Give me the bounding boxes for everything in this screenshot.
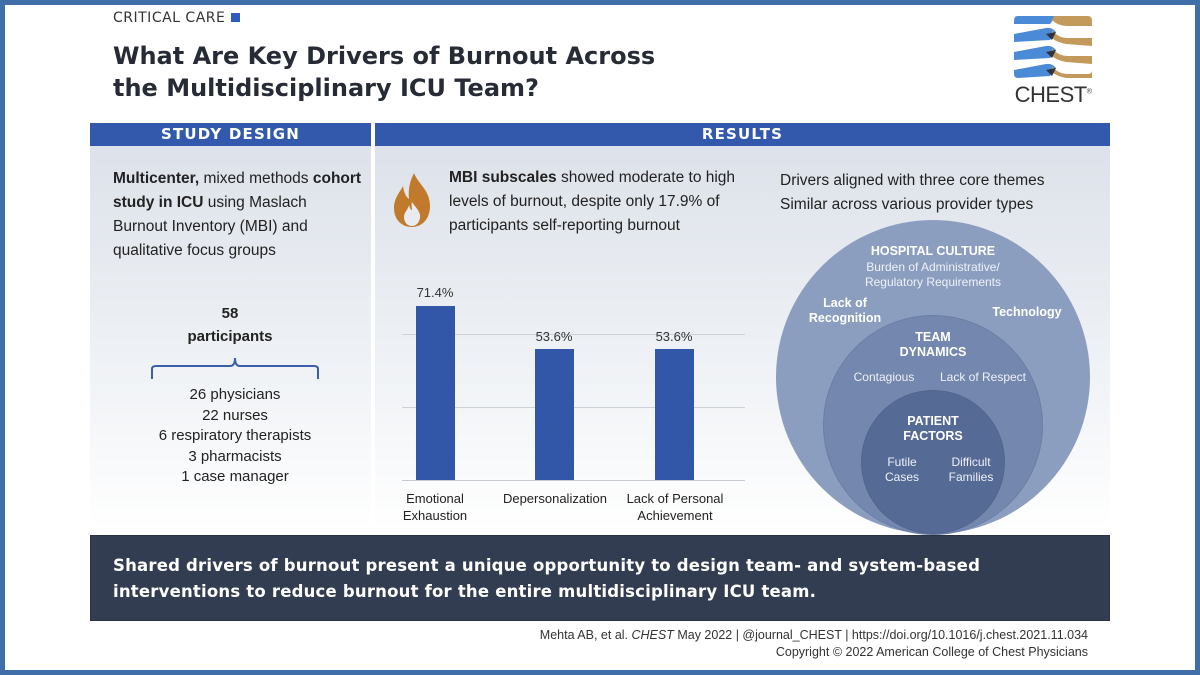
bracket-icon (151, 357, 319, 379)
bar-value-label: 53.6% (655, 329, 693, 344)
category-line: Emotional (406, 491, 464, 506)
participant-roles-list: 26 physicians 22 nurses 6 respiratory th… (100, 385, 370, 488)
count-number: 58 (221, 305, 239, 322)
desc-text-2: using Maslach Burnout Inventory (MBI) an… (113, 194, 308, 259)
bar-value-label: 53.6% (535, 329, 573, 344)
category-line: Achievement (637, 508, 713, 523)
participant-count: 58 participants (100, 302, 360, 348)
category-label: Depersonalization (490, 490, 620, 507)
study-design-description: Multicenter, mixed methods cohort study … (113, 167, 363, 263)
label-line: Cases (884, 470, 919, 484)
bar-emotional-exhaustion (416, 306, 455, 480)
team-dynamics-title: TEAM DYNAMICS (883, 330, 983, 360)
title-line-2: the Multidisciplinary ICU Team? (113, 74, 539, 102)
chest-logo-icon (1014, 16, 1092, 78)
section-kicker: CRITICAL CARE (113, 10, 241, 26)
citation-details: May 2022 | @journal_CHEST | https://doi.… (673, 628, 1088, 642)
drivers-line-2: Similar across various provider types (780, 196, 1034, 213)
flame-icon (394, 173, 430, 227)
kicker-text: CRITICAL CARE (113, 10, 226, 26)
results-header: RESULTS (375, 123, 1110, 146)
kicker-square-icon (231, 13, 241, 22)
role-item: 22 nurses (202, 406, 268, 424)
mbi-text: showed moderate to high levels of burnou… (449, 169, 736, 234)
desc-bold-cohort: cohort study in ICU (113, 170, 362, 211)
chest-logo-text: CHEST® (1012, 82, 1094, 108)
label-line: Lack of (823, 296, 867, 310)
role-item: 26 physicians (189, 386, 281, 403)
mbi-bar-chart: 71.4% 53.6% 53.6% Emotional Exhaustion D… (380, 280, 770, 530)
conclusion-line-1: Shared drivers of burnout present a uniq… (113, 556, 981, 575)
label-line: Difficult (951, 455, 991, 469)
technology-label: Technology (992, 305, 1062, 319)
role-item: 3 pharmacists (188, 447, 282, 465)
category-line: Exhaustion (402, 508, 468, 523)
bar-lack-personal-achievement (655, 349, 694, 480)
title-line: DYNAMICS (899, 345, 967, 359)
drivers-line-1: Drivers aligned with three core themes (780, 172, 1045, 189)
drivers-summary: Drivers aligned with three core themes S… (780, 169, 1100, 217)
study-design-panel (90, 146, 371, 529)
x-axis-line (402, 480, 745, 481)
title-line-1: What Are Key Drivers of Burnout Across (113, 42, 656, 70)
label-line: Futile (887, 455, 917, 469)
count-label: participants (187, 328, 273, 345)
label-line: Recognition (808, 311, 882, 325)
patient-factors-title: PATIENT FACTORS (883, 414, 983, 444)
desc-bold-multicenter: Multicenter, (113, 170, 200, 187)
conclusion-line-2: interventions to reduce burnout for the … (113, 582, 817, 601)
lack-of-recognition: Lack of Recognition (800, 296, 890, 326)
category-label: Emotional Exhaustion (370, 490, 500, 524)
lack-of-respect-label: Lack of Respect (939, 370, 1027, 384)
hospital-culture-sub: Burden of Administrative/ Regulatory Req… (833, 260, 1033, 290)
title-line: PATIENT (907, 414, 959, 428)
conclusion-text: Shared drivers of burnout present a uniq… (113, 553, 1093, 605)
bar-value-label: 71.4% (416, 285, 454, 300)
gridline (402, 334, 745, 335)
title-line: FACTORS (903, 429, 963, 443)
citation-authors: Mehta AB, et al. (539, 628, 632, 642)
category-line: Depersonalization (502, 491, 608, 506)
bar-depersonalization (535, 349, 574, 480)
hospital-culture-title: HOSPITAL CULTURE (870, 244, 996, 258)
study-design-header: STUDY DESIGN (90, 123, 371, 146)
category-label: Lack of Personal Achievement (610, 490, 740, 524)
patient-factors-circle (861, 390, 1005, 534)
role-item: 1 case manager (181, 468, 289, 485)
logo-wordmark: CHEST (1014, 82, 1088, 107)
page-title: What Are Key Drivers of Burnout Across t… (113, 40, 733, 104)
citation-line-1: Mehta AB, et al. CHEST May 2022 | @journ… (400, 627, 1088, 644)
citation-journal: CHEST (631, 628, 674, 642)
title-line: TEAM (915, 330, 951, 344)
citation-copyright: Copyright © 2022 American College of Che… (775, 645, 1088, 659)
mbi-bold: MBI subscales (449, 169, 557, 186)
category-line: Lack of Personal (626, 491, 724, 506)
registered-mark: ® (1086, 88, 1092, 96)
chest-logo: CHEST® (1012, 12, 1094, 110)
futile-cases-label: Futile Cases (872, 455, 932, 485)
conclusion-banner: Shared drivers of burnout present a uniq… (90, 535, 1110, 621)
mbi-summary: MBI subscales showed moderate to high le… (449, 166, 739, 238)
sub-line: Burden of Administrative/ (866, 260, 1000, 274)
contagious-label: Contagious (853, 370, 915, 384)
desc-text-1: mixed methods (199, 170, 313, 187)
role-item: 6 respiratory therapists (158, 427, 312, 444)
sub-line: Regulatory Requirements (864, 275, 1002, 289)
difficult-families-label: Difficult Families (936, 455, 1006, 485)
label-line: Families (948, 470, 994, 484)
citation: Mehta AB, et al. CHEST May 2022 | @journ… (400, 627, 1088, 661)
